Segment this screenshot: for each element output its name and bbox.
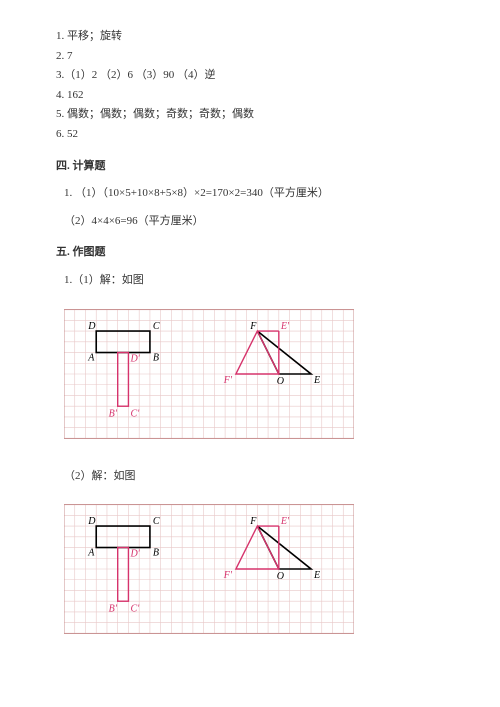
svg-text:F': F'	[223, 375, 233, 386]
answer-line-1: 1. 平移；旋转	[56, 28, 444, 46]
svg-text:F: F	[249, 516, 257, 527]
svg-text:F: F	[249, 321, 257, 332]
svg-text:O: O	[277, 376, 284, 387]
answer-line-6: 6. 52	[56, 126, 444, 144]
answer-line-2: 2. 7	[56, 48, 444, 66]
svg-text:A: A	[87, 548, 95, 559]
svg-text:A: A	[87, 352, 95, 363]
svg-text:E: E	[313, 375, 320, 386]
calc-q1a: 1. （1）（10×5+10×8+5×8）×2=170×2=340（平方厘米）	[64, 185, 444, 203]
svg-text:C: C	[153, 321, 160, 332]
svg-text:C: C	[153, 516, 160, 527]
svg-text:C': C'	[130, 408, 140, 419]
calc-q1b: （2）4×4×6=96（平方厘米）	[64, 213, 444, 231]
svg-text:B': B'	[109, 603, 118, 614]
section-5-title: 五. 作图题	[56, 244, 444, 262]
diagram-svg-2: D C A B D' B' C' F E' F' O E	[64, 503, 354, 635]
diagram-svg-1: D C A B D' B' C' F E' F' O E	[64, 308, 354, 440]
svg-text:B': B'	[109, 408, 118, 419]
diagram-1: D C A B D' B' C' F E' F' O E	[64, 308, 444, 440]
svg-text:D: D	[87, 516, 96, 527]
draw-q1: 1.（1）解：如图	[64, 272, 444, 290]
diagram-2: D C A B D' B' C' F E' F' O E	[64, 503, 444, 635]
svg-text:E': E'	[280, 516, 290, 527]
svg-text:E: E	[313, 570, 320, 581]
answer-line-4: 4. 162	[56, 87, 444, 105]
answer-line-5: 5. 偶数；偶数；偶数；奇数；奇数；偶数	[56, 106, 444, 124]
section-4-title: 四. 计算题	[56, 158, 444, 176]
draw-q2: （2）解：如图	[64, 468, 444, 486]
svg-text:D: D	[87, 321, 96, 332]
svg-text:D': D'	[129, 549, 140, 560]
svg-text:O: O	[277, 571, 284, 582]
svg-text:B: B	[153, 352, 159, 363]
answer-line-3: 3.（1）2 （2）6 （3）90 （4）逆	[56, 67, 444, 85]
svg-text:B: B	[153, 548, 159, 559]
svg-text:D': D'	[129, 353, 140, 364]
svg-text:C': C'	[130, 603, 140, 614]
svg-text:E': E'	[280, 321, 290, 332]
svg-text:F': F'	[223, 570, 233, 581]
